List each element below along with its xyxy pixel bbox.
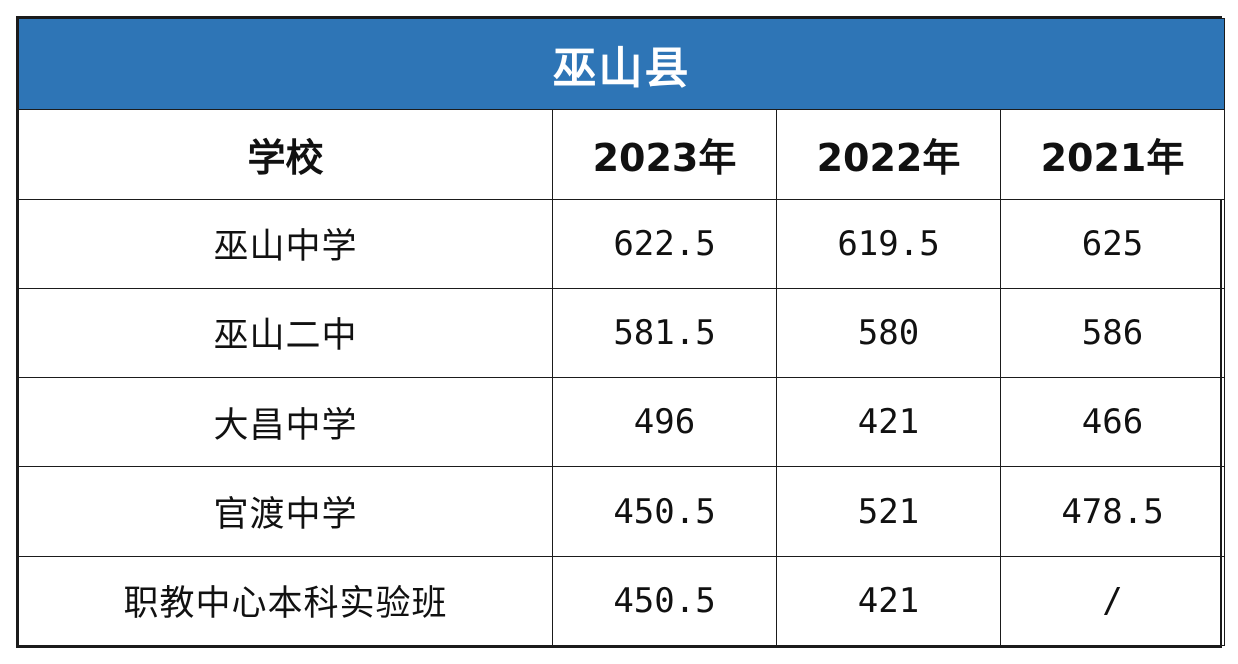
score-2022-cell: 619.5 [776,198,1001,289]
table-row: 职教中心本科实验班 450.5 421 / [18,555,1225,647]
score-2021-cell: 625 [1000,198,1225,289]
header-row: 学校 2023年 2022年 2021年 [18,109,1225,200]
score-2021-cell: 478.5 [1000,466,1225,557]
score-2023-cell: 496 [552,377,777,468]
column-header-2021: 2021年 [1000,109,1225,200]
column-header-school: 学校 [18,109,553,200]
score-2023-cell: 581.5 [552,287,777,379]
score-table: 巫山县 学校 2023年 2022年 2021年 巫山中学 622.5 619.… [18,17,1225,647]
column-header-2022: 2022年 [776,109,1001,200]
table-row: 巫山中学 622.5 619.5 625 [18,198,1225,289]
score-2022-cell: 580 [776,287,1001,379]
score-2022-cell: 421 [776,555,1001,647]
score-2021-cell: 466 [1000,377,1225,468]
column-header-2023: 2023年 [552,109,777,200]
score-2021-cell: / [1000,555,1225,647]
school-name-cell: 大昌中学 [18,377,553,468]
table-row: 官渡中学 450.5 521 478.5 [18,466,1225,557]
school-name-cell: 巫山二中 [18,287,553,379]
score-2022-cell: 521 [776,466,1001,557]
title-row: 巫山县 [18,17,1225,111]
table-row: 大昌中学 496 421 466 [18,377,1225,468]
score-2023-cell: 450.5 [552,466,777,557]
score-2023-cell: 622.5 [552,198,777,289]
school-name-cell: 巫山中学 [18,198,553,289]
score-2023-cell: 450.5 [552,555,777,647]
score-2021-cell: 586 [1000,287,1225,379]
score-table-container: 巫山县 学校 2023年 2022年 2021年 巫山中学 622.5 619.… [16,16,1225,648]
table-title: 巫山县 [18,17,1225,111]
table-row: 巫山二中 581.5 580 586 [18,287,1225,379]
score-2022-cell: 421 [776,377,1001,468]
school-name-cell: 职教中心本科实验班 [18,555,553,647]
school-name-cell: 官渡中学 [18,466,553,557]
